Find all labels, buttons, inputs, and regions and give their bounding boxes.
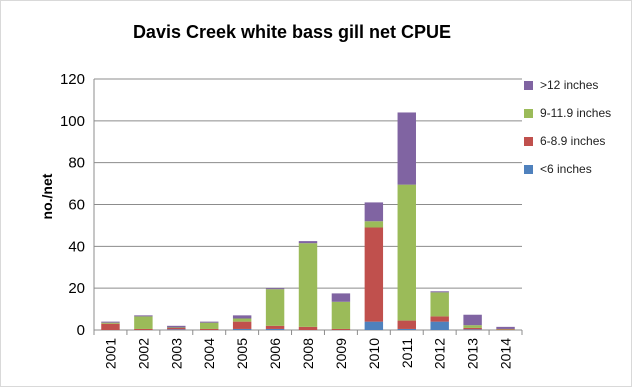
x-tick-label-2003: 2003 — [168, 338, 184, 369]
legend-label-over-12: >12 inches — [540, 78, 599, 92]
bar-segment-2014-3 — [496, 326, 515, 329]
bar-segment-2013-0 — [463, 329, 482, 330]
y-tick-label: 0 — [77, 322, 85, 339]
y-tick-label: 100 — [60, 113, 85, 130]
bar-segment-2006-1 — [265, 325, 285, 329]
bar-segment-2011-3 — [397, 112, 416, 185]
bar-segment-2009-2 — [331, 301, 351, 329]
bar-segment-2006-2 — [265, 289, 285, 326]
bar-segment-2005-3 — [232, 315, 252, 319]
legend-swatch-over-12 — [524, 81, 533, 90]
bar-segment-2001-3 — [101, 321, 120, 323]
x-tick-label-2010: 2010 — [366, 338, 382, 369]
bar-segment-2014-1 — [496, 329, 515, 330]
bar-segment-2004-2 — [200, 322, 219, 329]
bar-segment-2002-3 — [134, 315, 153, 317]
y-tick-label: 40 — [68, 238, 85, 255]
bar-segment-2001-1 — [101, 323, 120, 330]
x-tick-label-2014: 2014 — [498, 338, 514, 369]
bar-segment-2014-2 — [496, 328, 515, 330]
legend-swatch-6-8-9 — [524, 137, 533, 146]
bar-segment-2006-3 — [265, 288, 285, 290]
legend-swatch-under-6 — [524, 165, 533, 174]
bar-segment-2011-2 — [397, 184, 416, 321]
legend-label-under-6: <6 inches — [540, 162, 592, 176]
legend-swatch-9-11-9 — [524, 109, 533, 118]
x-tick-label-2002: 2002 — [135, 338, 151, 369]
bar-segment-2005-0 — [232, 328, 252, 330]
x-tick-label-2001: 2001 — [102, 338, 118, 369]
bar-segment-2009-3 — [331, 293, 351, 302]
x-tick-label-2006: 2006 — [267, 338, 283, 369]
x-tick-label-2008: 2008 — [300, 338, 316, 369]
bar-segment-2012-0 — [430, 321, 449, 330]
bar-segment-2012-1 — [430, 316, 449, 322]
legend-item-9-11-9: 9-11.9 inches — [524, 106, 611, 124]
x-tick-label-2013: 2013 — [465, 338, 481, 369]
bar-segment-2005-2 — [232, 318, 252, 322]
bar-segment-2002-1 — [134, 328, 153, 330]
bar-segment-2013-2 — [463, 325, 482, 328]
bar-segment-2004-1 — [200, 328, 219, 330]
bar-segment-2013-3 — [463, 314, 482, 326]
bar-segment-2011-1 — [397, 320, 416, 329]
bar-segment-2003-0 — [167, 329, 186, 330]
bar-segment-2008-1 — [298, 326, 318, 330]
bar-segment-2010-0 — [364, 321, 384, 330]
bar-segment-2006-0 — [265, 328, 285, 330]
chart-title: Davis Creek white bass gill net CPUE — [132, 22, 452, 42]
bar-segment-2010-3 — [364, 202, 384, 222]
x-tick-label-2011: 2011 — [399, 338, 415, 368]
bar-segment-2012-3 — [430, 291, 449, 293]
legend-label-9-11-9: 9-11.9 inches — [540, 106, 612, 120]
bar-segment-2009-1 — [331, 328, 351, 330]
bar-segment-2012-2 — [430, 292, 449, 317]
x-tick-label-2012: 2012 — [432, 338, 448, 369]
legend-item-under-6: <6 inches — [524, 162, 592, 180]
bar-segment-2010-2 — [364, 221, 384, 228]
y-tick-label: 60 — [68, 197, 85, 214]
bar-segment-2002-2 — [134, 316, 153, 329]
bar-segment-2011-0 — [397, 328, 416, 330]
bar-segment-2001-2 — [101, 322, 120, 324]
legend-item-over-12: >12 inches — [524, 78, 598, 96]
y-tick-label: 120 — [60, 71, 85, 88]
x-tick-label-2005: 2005 — [234, 338, 250, 369]
y-tick-label: 80 — [68, 155, 85, 172]
legend-item-6-8-9: 6-8.9 inches — [524, 134, 605, 152]
bar-segment-2003-1 — [167, 327, 186, 330]
x-tick-label-2004: 2004 — [201, 338, 217, 369]
bar-segment-2005-1 — [232, 321, 252, 329]
legend-label-6-8-9: 6-8.9 inches — [540, 134, 606, 148]
x-tick-label-2009: 2009 — [333, 338, 349, 369]
bar-segment-2013-1 — [463, 327, 482, 330]
y-tick-label: 20 — [68, 280, 85, 297]
bar-segment-2008-3 — [298, 241, 318, 244]
bar-segment-2008-2 — [298, 243, 318, 327]
bar-segment-2003-2 — [167, 327, 186, 328]
bar-segment-2003-3 — [167, 325, 186, 328]
bar-segment-2010-1 — [364, 227, 384, 322]
bar-segment-2004-3 — [200, 321, 219, 323]
y-axis-label: no./net — [39, 173, 55, 219]
